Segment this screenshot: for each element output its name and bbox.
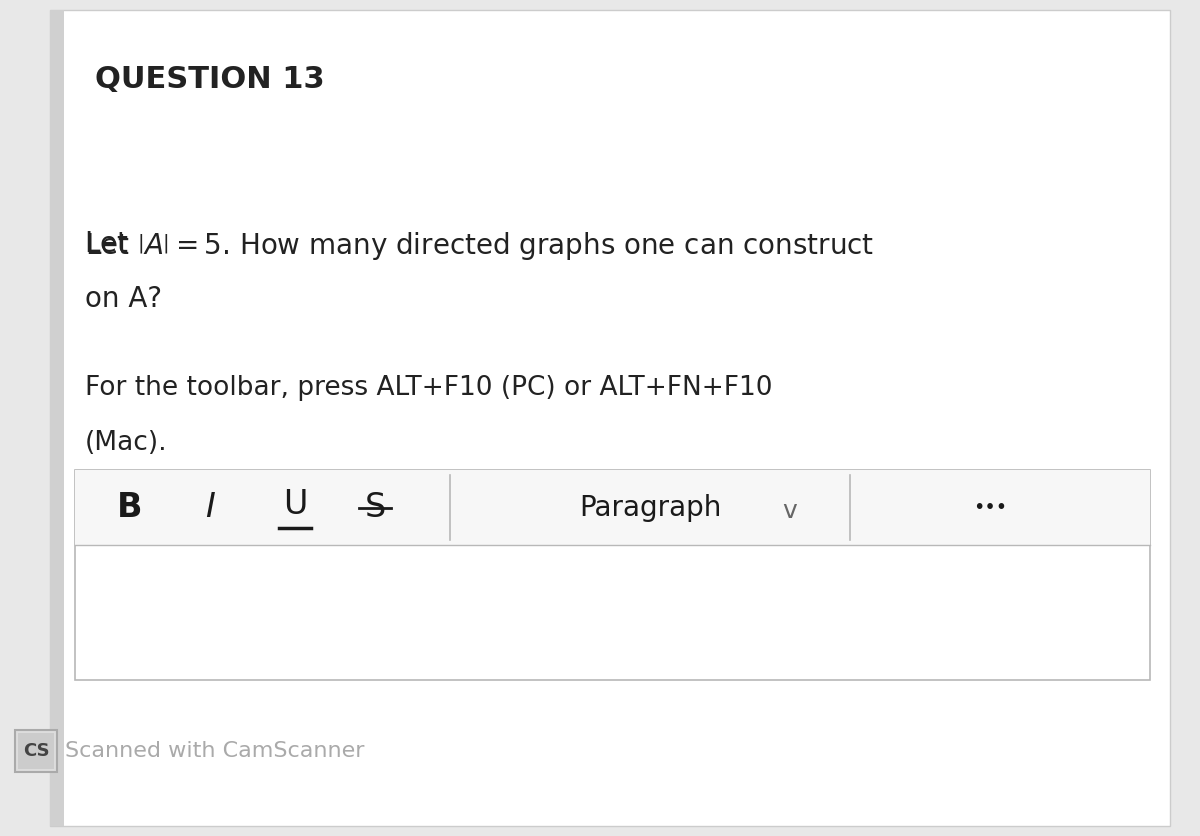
Bar <box>50 10 64 826</box>
Text: QUESTION 13: QUESTION 13 <box>95 65 325 94</box>
Text: on A?: on A? <box>85 285 162 313</box>
Text: (Mac).: (Mac). <box>85 430 168 456</box>
Text: Scanned with CamScanner: Scanned with CamScanner <box>65 741 365 761</box>
Text: Let: Let <box>85 230 137 258</box>
Text: CS: CS <box>23 742 49 760</box>
Bar <box>74 470 1150 545</box>
Text: Paragraph: Paragraph <box>578 493 721 522</box>
Text: •••: ••• <box>973 498 1007 517</box>
Text: For the toolbar, press ALT+F10 (PC) or ALT+FN+F10: For the toolbar, press ALT+F10 (PC) or A… <box>85 375 773 401</box>
Bar <box>18 733 54 769</box>
Text: Let $\left|A\right|=5$. How many directed graphs one can construct: Let $\left|A\right|=5$. How many directe… <box>85 230 874 262</box>
Text: U: U <box>283 488 307 521</box>
Bar <box>14 730 58 772</box>
Text: v: v <box>782 498 797 522</box>
Text: S: S <box>365 491 385 524</box>
Bar <box>74 470 1150 680</box>
Text: B: B <box>118 491 143 524</box>
Text: I: I <box>205 491 215 524</box>
